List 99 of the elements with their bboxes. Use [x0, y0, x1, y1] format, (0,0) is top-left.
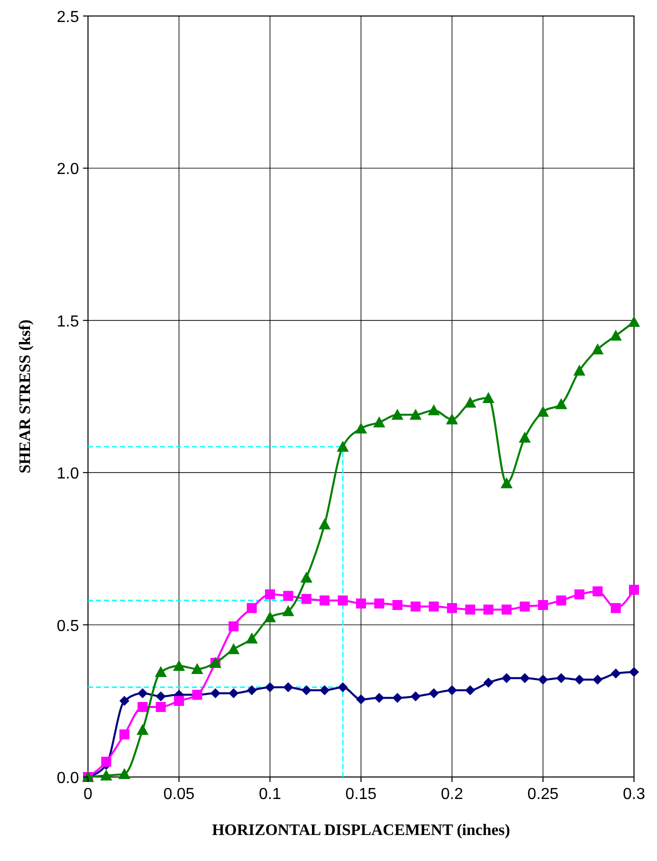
point [373, 416, 386, 428]
point [246, 603, 257, 614]
point [228, 621, 239, 632]
y-tick-label: 2.0 [56, 161, 80, 178]
point [502, 604, 512, 615]
point [265, 682, 275, 692]
x-tick-label: 0.15 [345, 786, 377, 803]
y-tick-label: 0.5 [56, 618, 80, 635]
point [210, 688, 220, 698]
point [518, 432, 531, 443]
x-tick-label: 0.2 [440, 786, 464, 803]
point [555, 398, 568, 410]
point [318, 518, 331, 530]
point [592, 343, 604, 354]
point [138, 688, 148, 698]
point [173, 660, 185, 671]
point [446, 413, 458, 424]
point [156, 702, 166, 712]
x-axis-title: HORIZONTAL DISPLACEMENT (inches) [212, 822, 510, 839]
point [428, 404, 440, 416]
point [246, 632, 258, 644]
point [338, 682, 348, 692]
point [573, 364, 586, 376]
point [320, 685, 330, 696]
point [119, 729, 130, 740]
y-tick-label: 1.0 [56, 466, 80, 483]
point [538, 600, 548, 610]
x-tick-label: 0.25 [527, 786, 559, 803]
point [300, 572, 312, 583]
point [138, 702, 148, 712]
point [574, 589, 584, 600]
point [610, 668, 621, 679]
x-tick-label: 0.05 [163, 786, 195, 803]
x-tick-label: 0.3 [622, 786, 646, 803]
x-tick-label: 0 [84, 786, 93, 803]
point [410, 691, 421, 702]
point [538, 674, 548, 685]
y-tick-label: 2.5 [56, 9, 80, 26]
point [119, 696, 130, 706]
point [520, 673, 530, 684]
y-tick-label: 1.5 [56, 313, 80, 330]
point [156, 691, 166, 702]
point [556, 595, 566, 606]
point [355, 422, 367, 434]
point [283, 682, 294, 692]
point [101, 756, 112, 767]
point [265, 589, 275, 600]
point [374, 692, 384, 703]
point [392, 600, 402, 610]
point [392, 692, 402, 703]
point [301, 594, 312, 604]
x-tick-label: 0.1 [258, 786, 282, 803]
point [174, 696, 184, 706]
point [502, 673, 512, 684]
point [154, 666, 167, 677]
point [500, 477, 513, 488]
point [391, 408, 404, 420]
point [464, 396, 476, 408]
point [118, 768, 130, 779]
point [410, 602, 421, 612]
y-tick-label: 0.0 [56, 770, 80, 787]
point [336, 440, 349, 452]
point [592, 674, 603, 685]
y-axis-title: SHEAR STRESS (ksf) [17, 320, 34, 474]
point [483, 678, 494, 688]
point [320, 595, 330, 606]
point [100, 769, 112, 780]
point [610, 603, 621, 614]
point [610, 330, 622, 341]
point [537, 406, 549, 417]
point [520, 602, 530, 612]
point [628, 316, 640, 327]
point [465, 685, 476, 696]
point [136, 724, 149, 735]
point [264, 611, 276, 622]
point [428, 688, 439, 698]
point [228, 643, 240, 654]
point [592, 586, 603, 596]
point [228, 688, 239, 698]
point [191, 662, 204, 674]
point [283, 590, 294, 601]
point [629, 584, 639, 595]
point [447, 603, 457, 614]
point [428, 602, 439, 612]
point [374, 598, 384, 608]
point [246, 685, 257, 696]
point [574, 674, 584, 685]
point [301, 685, 312, 696]
point [338, 595, 348, 606]
point [483, 604, 494, 615]
point [465, 604, 476, 615]
point [282, 605, 294, 616]
point [556, 673, 566, 684]
point [356, 598, 366, 608]
point [629, 666, 639, 677]
point [447, 685, 457, 696]
point [482, 392, 494, 404]
point [410, 408, 422, 420]
point [356, 694, 366, 704]
